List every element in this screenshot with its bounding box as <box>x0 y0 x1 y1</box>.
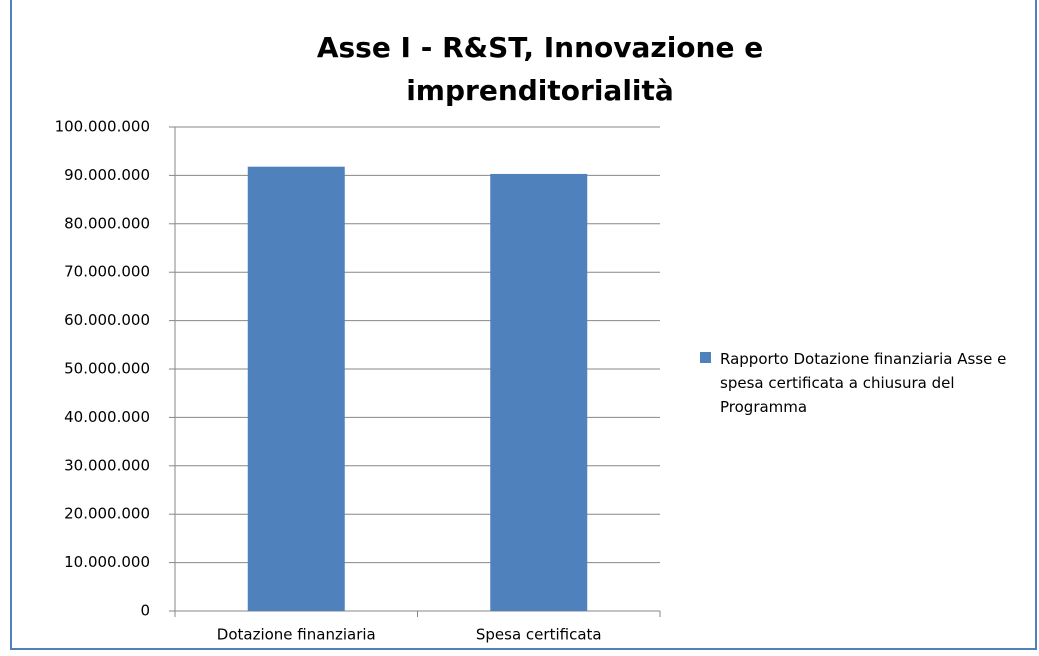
y-tick-label: 80.000.000 <box>64 214 150 232</box>
y-tick-label: 50.000.000 <box>64 360 150 378</box>
bar <box>247 166 345 612</box>
y-tick-label: 40.000.000 <box>64 408 150 426</box>
y-tick-label: 30.000.000 <box>64 456 150 474</box>
y-tick-label: 0 <box>140 602 150 620</box>
x-tick-label: Spesa certificata <box>476 626 602 644</box>
y-tick-label: 100.000.000 <box>55 118 150 136</box>
x-tick-label: Dotazione finanziaria <box>217 626 376 644</box>
legend-key <box>700 352 711 363</box>
legend-label: Rapporto Dotazione finanziaria Asse e sp… <box>720 350 1007 416</box>
bar <box>490 173 588 611</box>
y-tick-label: 90.000.000 <box>64 166 150 184</box>
y-tick-label: 10.000.000 <box>64 553 150 571</box>
chart-frame <box>10 0 1037 650</box>
y-tick-label: 60.000.000 <box>64 311 150 329</box>
y-tick-label: 20.000.000 <box>64 505 150 523</box>
y-tick-label: 70.000.000 <box>64 263 150 281</box>
chart-title: Asse I - R&ST, Innovazione e imprenditor… <box>316 31 764 107</box>
